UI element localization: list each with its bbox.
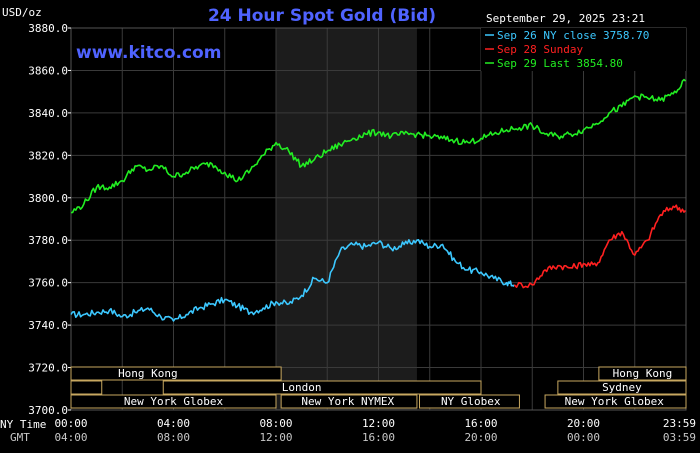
x-tick-label-ny: 12:00 <box>362 417 395 430</box>
series-line-sep28 <box>513 204 687 289</box>
y-tick-label: 3740.0 <box>28 319 68 332</box>
datetime-label: September 29, 2025 23:21 <box>486 12 645 25</box>
session-bar <box>70 394 277 409</box>
session-label: Hong Kong <box>118 367 178 380</box>
session-label: NY Globex <box>441 395 501 408</box>
y-tick-label: 3760.0 <box>28 277 68 290</box>
session-bar <box>544 394 687 409</box>
session-label: New York NYMEX <box>301 395 394 408</box>
x-tick-label-ny: 20:00 <box>567 417 600 430</box>
x-axis: 00:0004:0004:0008:0008:0012:0012:0016:00… <box>54 417 696 444</box>
y-tick-label: 3820.0 <box>28 149 68 162</box>
x-tick-label-ny: 08:00 <box>259 417 292 430</box>
x-tick-label-gmt: 20:00 <box>464 431 497 444</box>
grid-layer <box>70 27 687 411</box>
trading-sessions: Hong Kong London New York Globex New York N… <box>70 366 687 409</box>
x-tick-label-gmt: 04:00 <box>54 431 87 444</box>
x-tick-label-ny: 23:59 <box>663 417 696 430</box>
legend-entry: Sep 29 Last 3854.80 <box>497 57 623 70</box>
y-tick-label: 3880.0 <box>28 22 68 35</box>
chart-title: 24 Hour Spot Gold (Bid) <box>208 6 436 26</box>
y-tick-label: 3800.0 <box>28 192 68 205</box>
x-tick-label-ny: 04:00 <box>157 417 190 430</box>
y-tick-label: 3700.0 <box>28 404 68 417</box>
session-bar <box>280 394 418 409</box>
x-tick-label-gmt: 16:00 <box>362 431 395 444</box>
y-axis: 3700.0 3720.0 3740.0 3760.0 3780.0 3800.0 3820… <box>28 22 71 417</box>
session-bar <box>162 380 482 395</box>
y-tick-label: 3780.0 <box>28 234 68 247</box>
session-label: New York Globex <box>124 395 224 408</box>
session-label: New York Globex <box>565 395 665 408</box>
legend-entry: Sep 28 Sunday <box>497 43 583 56</box>
session-bar <box>419 394 520 409</box>
session-bar <box>557 380 687 395</box>
session-bar <box>70 380 103 395</box>
site-url: www.kitco.com <box>76 43 221 63</box>
x-tick-label-ny: 00:00 <box>54 417 87 430</box>
x-tick-label-gmt: 12:00 <box>259 431 292 444</box>
x-tick-label-gmt: 08:00 <box>157 431 190 444</box>
x-tick-label-ny: 16:00 <box>464 417 497 430</box>
plot-frame <box>70 27 687 411</box>
nymex-shaded-region <box>276 28 417 410</box>
session-bar <box>70 366 282 381</box>
gmt-row-label: GMT <box>10 431 30 444</box>
series-line-sep26 <box>70 239 515 322</box>
x-tick-label-gmt: 03:59 <box>663 431 696 444</box>
session-label: London <box>282 381 322 394</box>
series-line-sep29 <box>70 78 687 214</box>
ny-time-row-label: NY Time <box>0 418 46 431</box>
series-layer <box>70 78 687 322</box>
legend-entry: Sep 26 NY close 3758.70 <box>497 29 649 42</box>
shaded-region-layer <box>276 28 417 410</box>
legend-box <box>481 28 686 71</box>
session-label: Hong Kong <box>613 367 673 380</box>
unit-label: USD/oz <box>2 6 42 19</box>
y-tick-label: 3840.0 <box>28 107 68 120</box>
session-label: Sydney <box>602 381 642 394</box>
session-bar <box>598 366 687 381</box>
y-tick-label: 3720.0 <box>28 362 68 375</box>
y-tick-label: 3860.0 <box>28 64 68 77</box>
x-tick-label-gmt: 00:00 <box>567 431 600 444</box>
